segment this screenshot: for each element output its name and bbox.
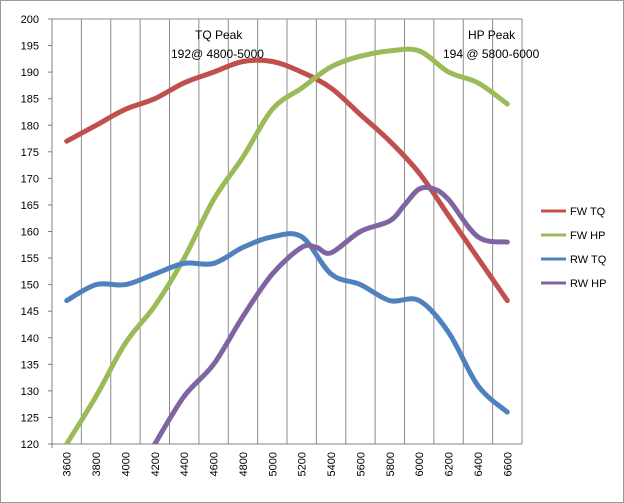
- peak-annotations: TQ Peak 192@ 4800-5000 HP Peak 194 @ 580…: [171, 28, 540, 61]
- series-line-rw-hp: [152, 184, 510, 444]
- series-line-fw-hp: [64, 46, 510, 444]
- x-tick-label: 4400: [179, 452, 191, 476]
- y-tick-label: 165: [21, 200, 39, 212]
- y-tick-label: 145: [21, 306, 39, 318]
- legend-label-fw-tq: FW TQ: [570, 206, 606, 218]
- legend-label-fw-hp: FW HP: [570, 230, 605, 242]
- x-tick-label: 6400: [473, 452, 485, 476]
- y-tick-label: 155: [21, 253, 39, 265]
- x-tick-label: 6200: [444, 452, 456, 476]
- x-tick-label: 5400: [326, 452, 338, 476]
- y-tick-label: 120: [21, 439, 39, 451]
- y-tick-label: 140: [21, 333, 39, 345]
- x-tick-label: 4800: [238, 452, 250, 476]
- y-tick-label: 160: [21, 227, 39, 239]
- y-tick-label: 195: [21, 41, 39, 53]
- series-line-rw-tq: [64, 231, 510, 415]
- series-lines: [64, 46, 510, 444]
- hp-peak-title: HP Peak: [468, 28, 516, 42]
- tq-peak-title: TQ Peak: [195, 28, 243, 42]
- x-tick-label: 4000: [120, 452, 132, 476]
- x-tick-label: 6000: [414, 452, 426, 476]
- tq-peak-value: 192@ 4800-5000: [171, 47, 264, 61]
- y-tick-label: 200: [21, 14, 39, 26]
- x-tick-label: 5800: [385, 452, 397, 476]
- x-tick-label: 4200: [150, 452, 162, 476]
- x-tick-label: 5200: [297, 452, 309, 476]
- x-tick-label: 4600: [209, 452, 221, 476]
- y-tick-label: 125: [21, 412, 39, 424]
- series-line-fw-tq: [64, 57, 510, 304]
- x-tick-label: 3800: [91, 452, 103, 476]
- y-axis-tick-labels: 120 125 130 135 140 145 150 155 160 165 170 175 180 1…: [21, 14, 52, 451]
- y-tick-label: 180: [21, 120, 39, 132]
- x-axis-tick-labels: 3600 3800 4000 4200 4400 4600 4800 5000 5200 5400…: [62, 452, 515, 476]
- hp-peak-value: 194 @ 5800-6000: [443, 47, 540, 61]
- y-tick-label: 185: [21, 94, 39, 106]
- legend-label-rw-tq: RW TQ: [570, 254, 607, 266]
- y-tick-label: 135: [21, 359, 39, 371]
- x-tick-label: 5000: [267, 452, 279, 476]
- axes: [48, 19, 522, 448]
- y-tick-label: 170: [21, 173, 39, 185]
- legend: FW TQ FW HP RW TQ RW HP: [541, 206, 607, 290]
- x-tick-label: 5600: [355, 452, 367, 476]
- x-tick-label: 3600: [62, 452, 74, 476]
- x-tick-label: 6600: [502, 452, 514, 476]
- y-tick-label: 130: [21, 386, 39, 398]
- y-tick-label: 190: [21, 67, 39, 79]
- y-tick-label: 150: [21, 280, 39, 292]
- y-tick-label: 175: [21, 147, 39, 159]
- legend-label-rw-hp: RW HP: [570, 278, 606, 290]
